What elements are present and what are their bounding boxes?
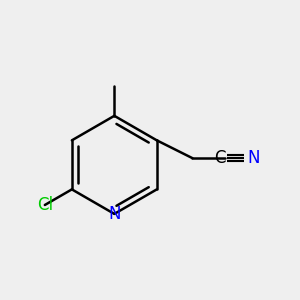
Text: N: N — [108, 205, 121, 223]
Text: C: C — [214, 149, 225, 167]
Text: Cl: Cl — [37, 196, 53, 214]
Text: N: N — [248, 149, 260, 167]
